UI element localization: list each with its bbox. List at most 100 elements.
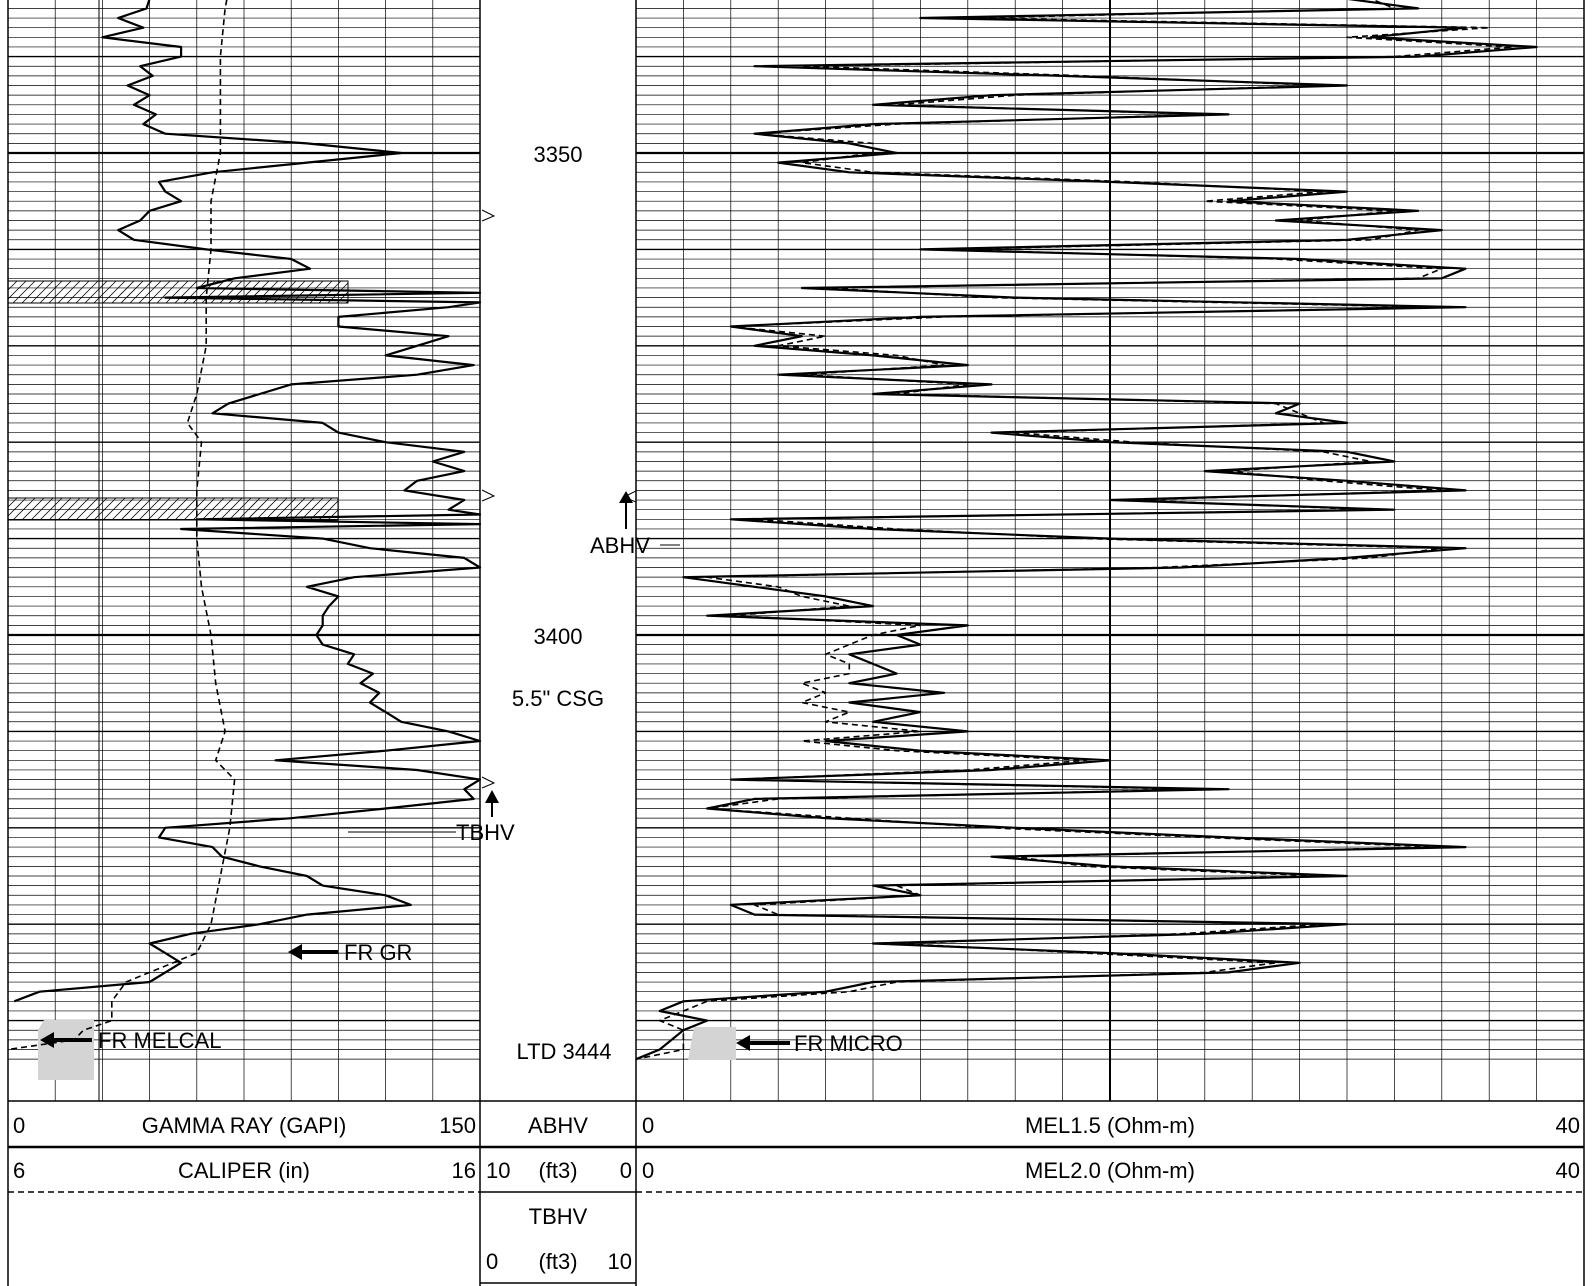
hatch-line (12, 497, 36, 521)
hatch-line (210, 497, 234, 521)
fr-gr-label: FR GR (344, 940, 412, 965)
tbhv-header-max: 10 (608, 1249, 632, 1274)
hatch-line (7, 280, 18, 291)
hatch-line (219, 497, 243, 521)
fr-gr-marker: FR GR (288, 940, 412, 965)
hatch-line (138, 280, 162, 304)
mel20-label: MEL2.0 (Ohm-m) (1025, 1158, 1195, 1183)
hatch-line (264, 497, 288, 521)
hatch-line (120, 497, 144, 521)
hatch-line (228, 497, 252, 521)
hatch-line (165, 497, 189, 521)
hatched-zone-upper (7, 280, 349, 304)
abhv-marker: ABHV (590, 491, 680, 558)
hatch-line (183, 497, 207, 521)
hatch-line (246, 497, 270, 521)
hatch-line (255, 497, 279, 521)
hatch-line (282, 497, 306, 521)
hatch-line (39, 497, 63, 521)
depth-label-3400: 3400 (534, 624, 583, 649)
caliper-min: 6 (13, 1158, 25, 1183)
hatch-line (336, 518, 339, 521)
header-lines (8, 1100, 1584, 1284)
abhv-header-unit: (ft3) (538, 1158, 577, 1183)
hatch-line (7, 280, 27, 300)
total-depth-label: LTD 3444 (517, 1039, 612, 1064)
hatch-line (84, 497, 108, 521)
hatch-line (93, 280, 117, 304)
hatch-line (120, 280, 144, 304)
mel20-max: 40 (1556, 1158, 1580, 1183)
hatch-line (201, 497, 225, 521)
hatch-line (75, 280, 99, 304)
tbhv-header-min: 0 (486, 1249, 498, 1274)
hatch-line (156, 280, 180, 304)
gamma-ray-label: GAMMA RAY (GAPI) (142, 1113, 347, 1138)
fr-melcal-label: FR MELCAL (98, 1028, 221, 1053)
hatch-line (147, 497, 171, 521)
hatch-line (129, 280, 153, 304)
hatch-line (57, 280, 81, 304)
hatch-line (111, 497, 135, 521)
hatch-line (66, 497, 90, 521)
hatch-line (111, 280, 135, 304)
abhv-header-label: ABHV (528, 1113, 588, 1138)
hatch-line (102, 280, 126, 304)
hatch-line (93, 497, 117, 521)
caliper-max: 16 (452, 1158, 476, 1183)
hatch-line (102, 497, 126, 521)
hatch-line (174, 280, 198, 304)
hatch-line (156, 497, 180, 521)
hatch-line (165, 280, 189, 304)
abhv-header-min: 10 (486, 1158, 510, 1183)
fr-micro-label: FR MICRO (794, 1031, 903, 1056)
series-0-1 (7, 0, 236, 1051)
tbhv-marker-label: TBHV (456, 820, 515, 845)
caliper-fill (8, 1020, 94, 1080)
hatch-line (300, 497, 324, 521)
series-0-0 (13, 0, 482, 1003)
tbhv-header-label: TBHV (529, 1204, 588, 1229)
micro-fill (688, 1027, 736, 1060)
hatch-line (12, 280, 36, 304)
hatch-line (7, 497, 27, 517)
hatch-line (66, 280, 90, 304)
hatch-line (273, 497, 297, 521)
fr-melcal-marker: FR MELCAL (40, 1028, 221, 1053)
mel15-label: MEL1.5 (Ohm-m) (1025, 1113, 1195, 1138)
gamma-ray-max: 150 (439, 1113, 476, 1138)
depth-label-3350: 3350 (534, 142, 583, 167)
tbhv-header-unit: (ft3) (538, 1249, 577, 1274)
hatch-line (147, 280, 171, 304)
gamma-ray-min: 0 (13, 1113, 25, 1138)
hatch-line (183, 280, 207, 304)
hatch-line (30, 280, 54, 304)
mel15-min: 0 (642, 1113, 654, 1138)
mel20-min: 0 (642, 1158, 654, 1183)
tbhv-marker: TBHV (348, 790, 515, 845)
fr-micro-marker: FR MICRO (736, 1031, 903, 1056)
hatch-line (174, 497, 198, 521)
hatch-line (327, 509, 339, 521)
hatch-line (57, 497, 81, 521)
hatch-line (48, 280, 72, 304)
hatch-line (291, 497, 315, 521)
hatch-line (138, 497, 162, 521)
series-1-1 (635, 0, 1514, 1060)
abhv-header-max: 0 (620, 1158, 632, 1183)
casing-label: 5.5" CSG (512, 686, 604, 711)
hatch-line (237, 497, 261, 521)
abhv-marker-label: ABHV (590, 533, 650, 558)
track-borders (7, 0, 1585, 1286)
hatch-line (129, 497, 153, 521)
hatch-line (7, 497, 18, 508)
hatch-line (39, 280, 63, 304)
mel15-max: 40 (1556, 1113, 1580, 1138)
hatch-line (21, 280, 45, 304)
hatch-line (48, 497, 72, 521)
hatch-line (84, 280, 108, 304)
hatch-line (30, 497, 54, 521)
hatch-line (75, 497, 99, 521)
curves (7, 0, 1538, 1061)
